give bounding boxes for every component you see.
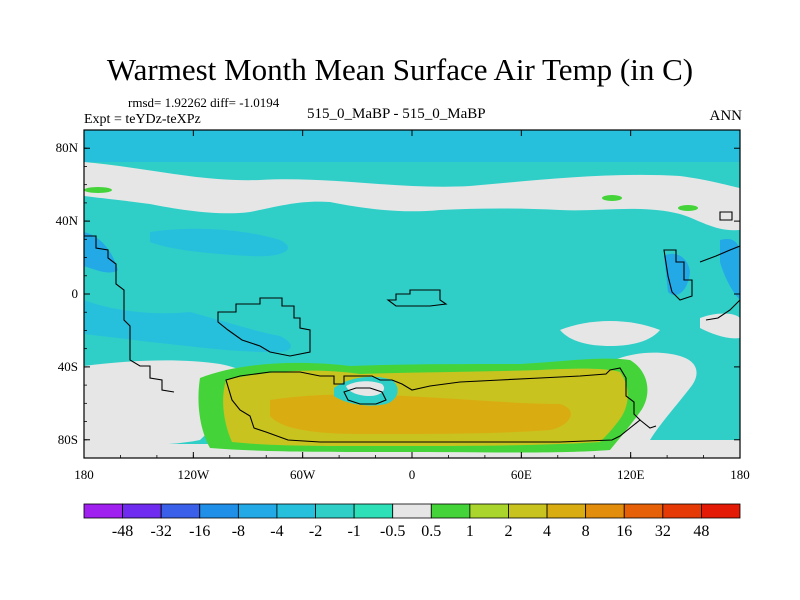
colorbar-label: -8 bbox=[232, 523, 245, 540]
colorbar: -48 -32 -16 -8 -4 -2 -1 -0.5 0.5 1 2 4 8 16 32 48 bbox=[83, 503, 741, 540]
field-green-fleck bbox=[84, 187, 112, 193]
coastline-inner-sea bbox=[343, 387, 387, 405]
field-northern-grey-band bbox=[84, 162, 740, 231]
colorbar-label: 16 bbox=[616, 523, 632, 540]
colorbar-swatch bbox=[585, 503, 625, 519]
coastline-east-island bbox=[663, 249, 693, 301]
colorbar-label: -1 bbox=[347, 523, 360, 540]
coastline-west bbox=[84, 235, 175, 393]
colorbar-label: 2 bbox=[504, 523, 512, 540]
field-grey-patch bbox=[560, 321, 660, 346]
axis-layer: 180 120W 60W 0 60E 120E 180 80N 40N 0 40S 80S bbox=[56, 129, 750, 482]
colorbar-label: 48 bbox=[693, 523, 709, 540]
colorbar-label: 1 bbox=[466, 523, 474, 540]
colorbar-swatch bbox=[662, 503, 702, 519]
colorbar-swatch bbox=[199, 503, 239, 519]
colorbar-label: 8 bbox=[582, 523, 590, 540]
colorbar-swatch bbox=[122, 503, 162, 519]
stats-text: rmsd= 1.92262 diff= -1.0194 bbox=[128, 95, 280, 110]
lat-tick-label: 80S bbox=[58, 432, 78, 447]
colorbar-label: -0.5 bbox=[380, 523, 405, 540]
colorbar-swatch bbox=[315, 503, 355, 519]
colorbar-swatch bbox=[469, 503, 509, 519]
field-blue-patch bbox=[150, 228, 289, 257]
colorbar-label: 32 bbox=[655, 523, 671, 540]
colorbar-label: -16 bbox=[189, 523, 210, 540]
colorbar-swatch bbox=[392, 503, 432, 519]
coastline-continent-a bbox=[217, 297, 311, 357]
lat-tick-label: 80N bbox=[56, 140, 79, 155]
field-grey-patch bbox=[720, 207, 740, 222]
coastline-east bbox=[699, 245, 740, 321]
field-blue-patch bbox=[84, 232, 118, 273]
lat-tick-label: 40N bbox=[56, 213, 79, 228]
experiment-label: Expt = teYDz-teXPz bbox=[84, 112, 201, 127]
lon-tick-label: 120W bbox=[177, 467, 210, 482]
coastlines bbox=[84, 211, 740, 443]
colorbar-swatch bbox=[353, 503, 394, 519]
colorbar-label: 0.5 bbox=[421, 523, 441, 540]
lon-tick-label: 180 bbox=[74, 467, 94, 482]
colorbar-swatch bbox=[160, 503, 201, 519]
field-hot-core bbox=[270, 394, 571, 434]
coastline-east-islet bbox=[719, 211, 733, 221]
colorbar-label: -4 bbox=[270, 523, 283, 540]
lon-tick-label: 180 bbox=[730, 467, 750, 482]
field-blue-patch bbox=[720, 238, 740, 300]
colorbar-label: 4 bbox=[543, 523, 551, 540]
colorbar-swatch bbox=[237, 503, 278, 519]
map-title: Warmest Month Mean Surface Air Temp (in … bbox=[106, 52, 694, 87]
season-label: ANN bbox=[709, 108, 743, 124]
field-blue-patch bbox=[84, 300, 291, 353]
field-arctic-band bbox=[84, 130, 740, 162]
lat-tick-label: 0 bbox=[72, 286, 79, 301]
case-label: 515_0_MaBP - 515_0_MaBP bbox=[307, 106, 486, 122]
lon-tick-label: 60W bbox=[290, 467, 316, 482]
colorbar-swatch bbox=[83, 503, 123, 519]
colorbar-label: -48 bbox=[112, 523, 133, 540]
lat-tick-label: 40S bbox=[58, 359, 78, 374]
colorbar-label: -32 bbox=[151, 523, 172, 540]
coastline-southern-continent bbox=[225, 367, 641, 443]
coastline-southeast bbox=[639, 419, 657, 429]
colorbar-swatch bbox=[276, 503, 316, 519]
colorbar-swatch bbox=[508, 503, 548, 519]
colorbar-label: -2 bbox=[309, 523, 322, 540]
colorbar-swatch bbox=[430, 503, 471, 519]
lon-tick-label: 0 bbox=[409, 467, 416, 482]
colorbar-swatch bbox=[701, 503, 741, 519]
coastline-island bbox=[386, 289, 448, 307]
colorbar-swatch bbox=[623, 503, 664, 519]
lon-tick-label: 60E bbox=[511, 467, 532, 482]
colorbar-swatch bbox=[546, 503, 587, 519]
field-green-fleck bbox=[602, 195, 622, 201]
lon-tick-label: 120E bbox=[617, 467, 645, 482]
field-green-fleck bbox=[678, 205, 698, 211]
temperature-field bbox=[84, 130, 740, 458]
field-inner-sea-core bbox=[346, 381, 385, 396]
